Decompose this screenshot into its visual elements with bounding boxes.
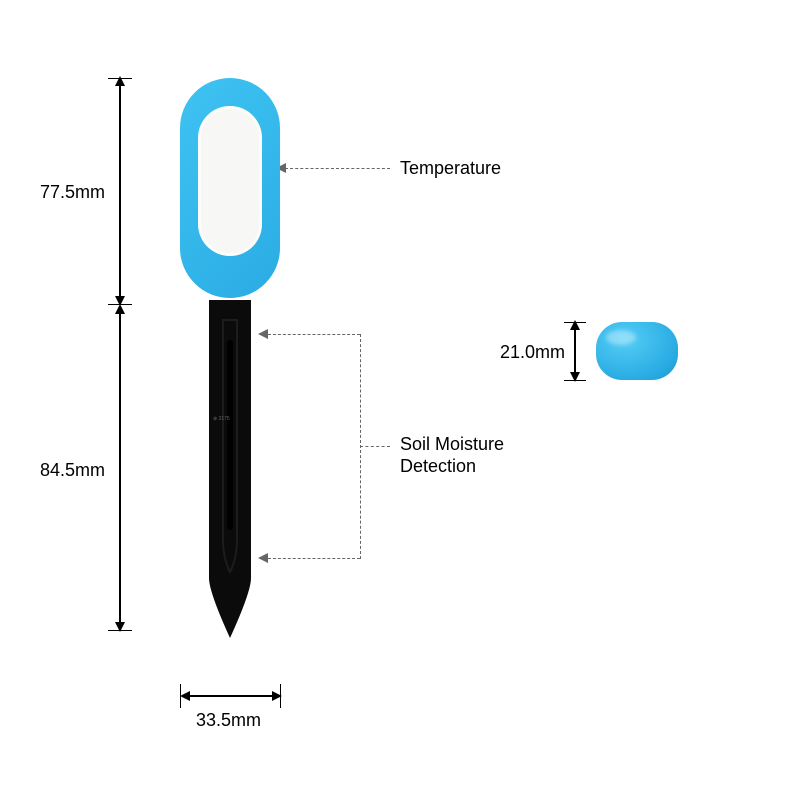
callout-moist-arrow-top xyxy=(258,329,268,339)
dim-width-label: 33.5mm xyxy=(196,710,261,731)
callout-moist-label-1: Soil Moisture xyxy=(400,434,504,455)
arrow-bot-up xyxy=(115,304,125,314)
svg-text:⊕ 2175: ⊕ 2175 xyxy=(213,416,230,422)
callout-moist-line-bottom xyxy=(268,558,360,559)
dim-top-vertical xyxy=(119,78,121,304)
callout-temp-label: Temperature xyxy=(400,158,501,179)
dim-stem-height-label: 84.5mm xyxy=(40,460,105,481)
probe-stem-svg: ⊕ 2175 xyxy=(203,300,257,640)
arrow-width-right xyxy=(272,691,282,701)
callout-moist-arrow-bottom xyxy=(258,553,268,563)
dim-width-horizontal xyxy=(182,695,280,697)
dim-bottom-vertical xyxy=(119,306,121,630)
tick-thick-top xyxy=(564,322,586,323)
dim-thickness-label: 21.0mm xyxy=(500,342,565,363)
tick-thick-bottom xyxy=(564,380,586,381)
arrow-width-left xyxy=(180,691,190,701)
callout-moist-line-top xyxy=(268,334,360,335)
arrow-top-up xyxy=(115,76,125,86)
callout-moist-label-2: Detection xyxy=(400,456,476,477)
diagram-canvas: 77.5mm 84.5mm 33.5mm Temperature Soil Mo… xyxy=(0,0,800,800)
tick-bottom xyxy=(108,630,132,631)
dim-head-height-label: 77.5mm xyxy=(40,182,105,203)
callout-temp-line xyxy=(285,168,390,169)
callout-moist-leader xyxy=(360,446,390,447)
probe-side-view xyxy=(596,322,678,380)
probe-head xyxy=(180,78,280,298)
probe-stem: ⊕ 2175 xyxy=(203,300,257,640)
